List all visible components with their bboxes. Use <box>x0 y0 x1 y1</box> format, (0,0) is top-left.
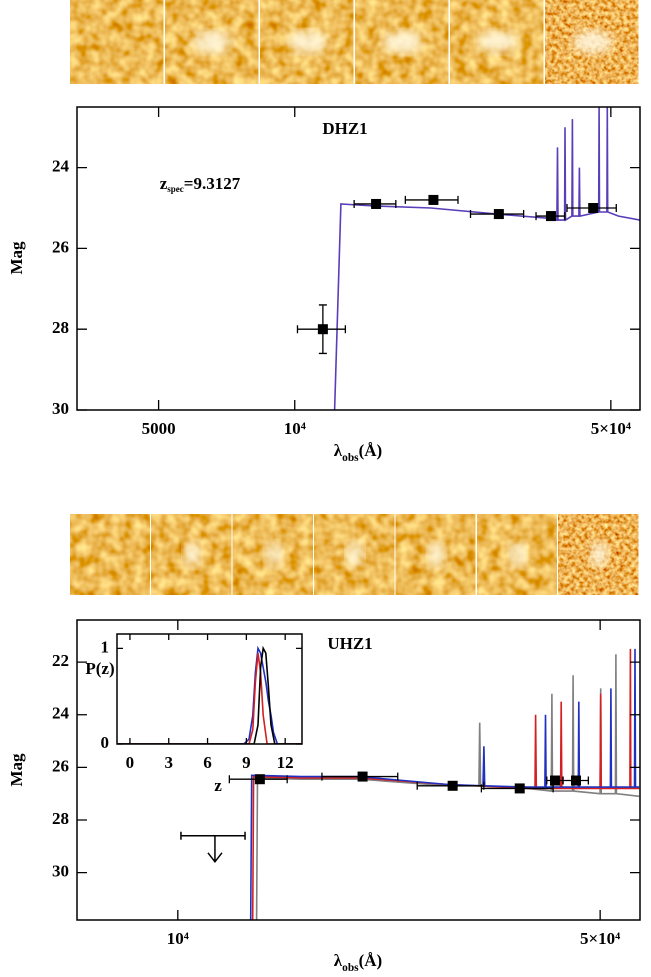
model-line <box>117 652 302 744</box>
annotation-rest: =9.3127 <box>184 174 241 193</box>
data-point <box>545 211 556 222</box>
models <box>333 107 640 410</box>
x-tick-label: 5×10⁴ <box>580 929 620 948</box>
cutout-source <box>192 30 233 54</box>
upper-limit <box>180 831 246 864</box>
x-axis-label: λobs(Å) <box>334 441 382 464</box>
y-tick-label: 28 <box>52 809 69 828</box>
x-axis-label-base: λ <box>334 951 343 970</box>
model-line <box>255 654 640 920</box>
x-axis-label-sub: obs <box>342 962 359 974</box>
cutout-source <box>264 541 283 568</box>
y-tick-label: 30 <box>52 862 69 881</box>
cutout-source <box>287 30 328 54</box>
x-tick-label: 6 <box>203 753 212 772</box>
panel: 5000 10⁴ 5×10⁴ 24 26 28 30 DHZ1 zspec=9.3127 λobs… <box>7 106 641 464</box>
x-tick-label: 0 <box>126 753 135 772</box>
annotation-base: z <box>160 174 168 193</box>
data-point <box>550 775 561 786</box>
data-point <box>254 774 265 785</box>
model-line <box>249 648 640 920</box>
y-tick-label: 24 <box>52 704 70 723</box>
y-tick-label: 28 <box>52 318 69 337</box>
data-point <box>588 203 599 213</box>
cutout-source <box>508 541 527 568</box>
cutout-source <box>477 30 518 54</box>
x-axis-label-rest: (Å) <box>359 441 383 460</box>
cutout-source <box>183 541 202 568</box>
x-tick-label: 9 <box>242 753 251 772</box>
y-tick-label: 24 <box>52 157 70 176</box>
model-line <box>333 107 640 410</box>
cutout <box>70 0 164 84</box>
y-tick-label: 30 <box>52 399 69 418</box>
annotation-sub: spec <box>167 184 184 194</box>
x-tick-label: 5000 <box>142 419 176 438</box>
panel-title: UHZ1 <box>327 634 372 653</box>
data-point <box>493 209 504 220</box>
data-point <box>514 783 525 794</box>
y-tick-label: 0 <box>101 733 110 752</box>
data-point <box>357 771 368 782</box>
x-tick-label: 10⁴ <box>284 419 306 438</box>
annotation: zspec=9.3127 <box>160 174 241 194</box>
x-axis-label: λobs(Å) <box>334 951 382 974</box>
data-point <box>317 324 328 335</box>
cutout-source <box>572 30 613 54</box>
panel-title: DHZ1 <box>322 119 367 138</box>
model-line <box>117 645 302 744</box>
y-tick-label: 22 <box>52 651 69 670</box>
x-tick-label: 12 <box>277 753 294 772</box>
x-tick-label: 3 <box>164 753 173 772</box>
cutouts <box>70 0 639 595</box>
data-point <box>570 775 581 786</box>
plot-frame <box>116 633 303 745</box>
cutout <box>70 514 150 595</box>
y-axis-label: Mag <box>7 753 26 787</box>
x-axis-label-rest: (Å) <box>359 951 383 970</box>
y-tick-label: 1 <box>101 637 110 656</box>
cutout-source <box>590 541 609 568</box>
y-axis-label: P(z) <box>85 659 114 678</box>
cutout-source <box>427 541 446 568</box>
y-tick-label: 26 <box>52 237 69 256</box>
plot-frame <box>76 619 641 921</box>
x-tick-label: 5×10⁴ <box>591 419 631 438</box>
x-axis-label-base: λ <box>334 441 343 460</box>
cutout-source <box>345 541 364 568</box>
data-point <box>428 194 439 205</box>
inset-background <box>117 634 302 744</box>
x-axis-label-sub: obs <box>342 452 359 464</box>
plot-frame <box>76 106 641 411</box>
x-tick-label: 10⁴ <box>167 929 189 948</box>
data-point <box>447 780 458 791</box>
cutout-source <box>382 30 423 54</box>
y-tick-label: 26 <box>52 756 69 775</box>
data-point <box>371 198 382 209</box>
y-axis-label: Mag <box>7 241 26 275</box>
models <box>117 645 302 744</box>
panel: 0 3 6 9 12 0 1 z P(z) <box>85 633 303 795</box>
x-axis-label: z <box>214 776 222 795</box>
